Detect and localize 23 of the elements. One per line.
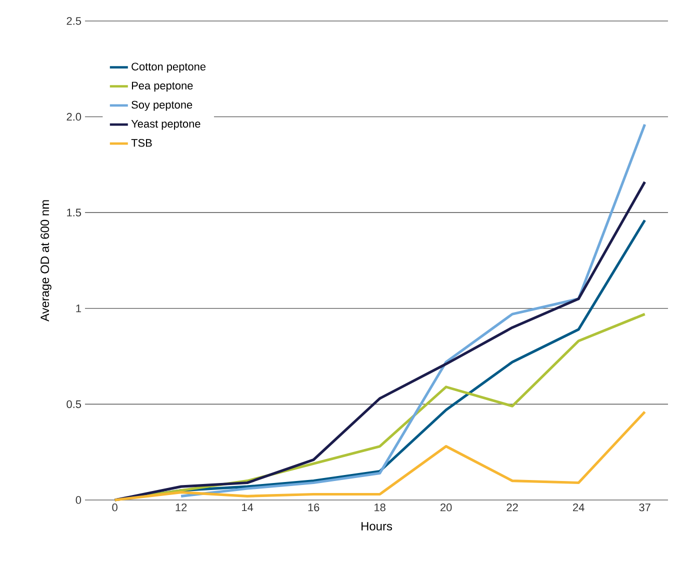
x-tick-label: 18 <box>374 504 386 512</box>
x-tick-label: 16 <box>308 504 320 512</box>
x-tick-label: 22 <box>506 504 518 512</box>
legend-label: Pea peptone <box>132 82 193 92</box>
y-tick-label: 0 <box>76 496 82 504</box>
x-tick-label: 37 <box>639 504 650 512</box>
x-axis-title: Hours <box>362 522 392 530</box>
legend-label: Cotton peptone <box>132 62 206 73</box>
x-tick-label: 24 <box>573 504 584 512</box>
x-tick-label: 14 <box>242 504 254 512</box>
y-tick-label: 1 <box>76 304 81 312</box>
y-tick-label: 2.5 <box>66 17 82 25</box>
line-series <box>114 410 646 502</box>
x-tick-label: 12 <box>176 504 187 512</box>
y-tick-label: 2.0 <box>66 112 82 121</box>
y-axis-title: Average OD at 600 nm <box>40 200 52 322</box>
legend-label: TSB <box>131 139 152 147</box>
x-tick-label: 20 <box>440 504 452 512</box>
legend-label: Soy peptone <box>132 100 192 111</box>
y-tick-label: 1.5 <box>67 208 82 216</box>
legend-label: Yeast peptone <box>131 120 200 130</box>
x-tick-label: 0 <box>112 504 118 512</box>
y-tick-label: 0.5 <box>66 400 82 408</box>
